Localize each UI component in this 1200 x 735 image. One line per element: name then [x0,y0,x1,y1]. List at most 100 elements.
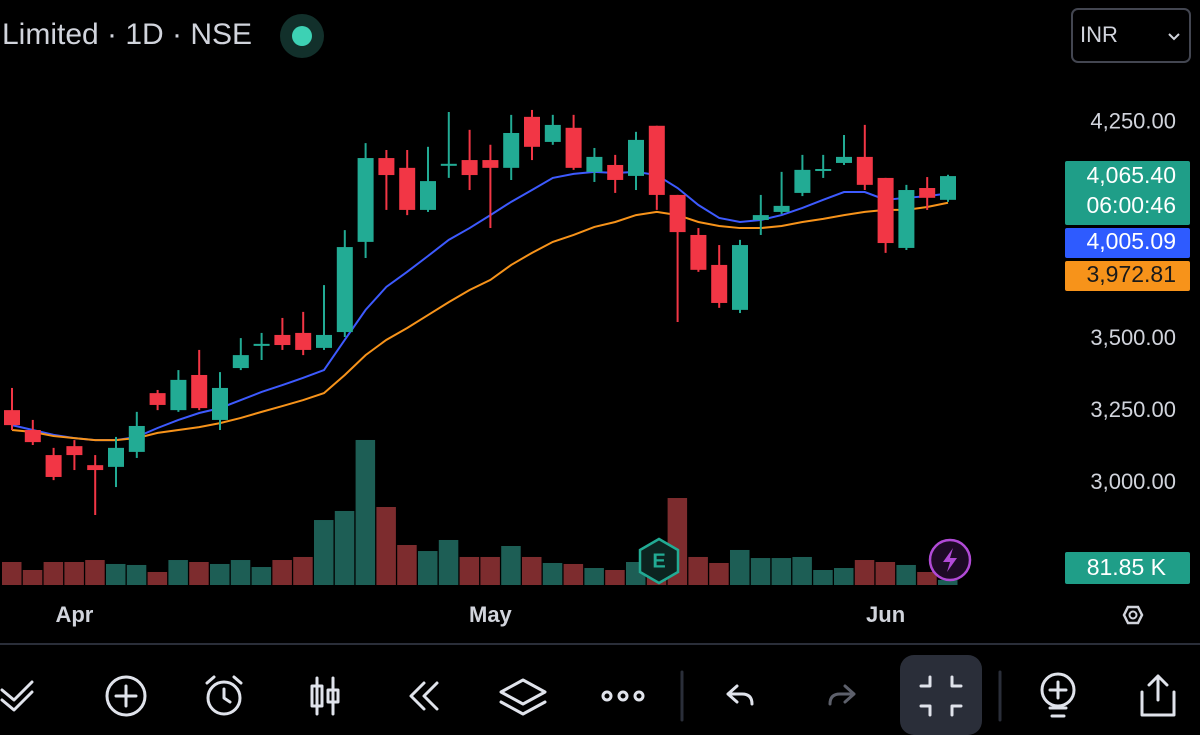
replay-icon[interactable] [409,681,439,711]
candle-body [711,264,728,303]
candle-body [378,158,395,176]
layers-icon[interactable] [499,678,547,716]
dividend-icon[interactable] [928,538,972,582]
candle-body [4,410,20,426]
indicator-icon[interactable] [1040,672,1076,708]
indicator-plus [1048,680,1068,718]
volume-bar [792,556,812,585]
volume-bar [730,549,750,585]
dropdown-caret [1168,33,1180,41]
volume-bar [480,556,500,585]
earnings-hex[interactable] [638,537,680,585]
candle-body [669,194,686,233]
x-tick-label: Apr [55,602,93,627]
volume-bar [875,561,896,585]
alarm-icon[interactable] [206,680,242,716]
volume-bar [147,571,168,585]
candle-body [607,164,624,180]
more-dot[interactable] [601,690,613,702]
settings-icon[interactable] [1122,605,1144,625]
volume-bar [334,510,355,585]
volume-bar [501,546,521,585]
volume-bar [272,560,292,585]
candle-body [149,393,166,405]
ma-fast-badge [1065,228,1190,258]
volume-bar [605,569,625,585]
candle-body [544,124,561,142]
volume-bar [438,539,459,585]
status-dot [292,26,312,46]
symbol-title: Limited · 1D · NSE [2,18,252,51]
volume-bar [418,551,438,585]
volume-bar [896,564,916,585]
candle-body [482,160,499,168]
candle-body [253,343,270,346]
volume-badge [1065,552,1190,584]
candle-body [336,247,353,333]
candle-body [440,163,457,166]
lightning-bolt [943,548,957,572]
plot: 3,000.00 3,250.00 3,500.00 4,250.00 Apr May Ju… [2,109,1176,627]
candle-body [170,379,187,411]
last-price-badge [1065,161,1190,225]
volume-bar [168,560,188,585]
currency-label[interactable]: INR [1080,22,1118,47]
ma-slow-badge [1065,261,1190,291]
candles-icon-body [310,684,324,708]
candle-body [420,181,436,210]
volume-bar [563,563,584,585]
volume-bar [355,439,376,585]
y-tick-label: 3,500.00 [1090,325,1176,350]
more-dot[interactable] [617,690,629,702]
volume-bar [709,562,729,585]
redo-icon[interactable] [828,684,856,706]
volume-bar [522,556,542,585]
y-tick-label: 4,250.00 [1090,109,1176,134]
volume-label: 81.85 K [1087,554,1167,580]
candle-body [919,188,936,198]
candles-icon-wicks[interactable] [315,676,335,716]
moving-average [11,170,949,442]
candle-body [898,190,915,248]
fullscreen-button[interactable] [900,655,982,735]
drawing-tool[interactable] [0,680,34,712]
volume-bar [813,569,833,585]
earnings-letter[interactable]: E [652,550,665,572]
candle-body [316,334,332,348]
last-price: 4,065.40 [1086,162,1176,188]
candle-body [628,139,644,176]
more-dot[interactable] [633,690,645,702]
candle-body [752,215,769,220]
volume-bar [854,560,875,585]
volume-bar [106,563,126,585]
volume-bar [22,569,43,585]
dropdown-box[interactable] [1071,8,1191,63]
volume-bar [251,567,272,585]
x-tick-label: May [469,602,513,627]
x-tick-label: Jun [866,602,905,627]
candle-body [503,132,520,168]
volume-bar [688,556,708,585]
candles-icon-body2 [326,688,340,704]
share-icon[interactable] [1140,674,1176,717]
candle-body [295,332,312,350]
candle-body [45,455,62,477]
moving-average [11,201,949,442]
settings-dot [1128,610,1138,620]
candle-body [690,234,707,270]
volume-bar [126,564,147,585]
volume-bar [314,520,334,585]
add-icon[interactable] [105,675,147,717]
volume-bar [293,556,313,585]
earnings-icon[interactable]: E [638,537,680,585]
candle-body [836,156,852,163]
volume-bar [834,568,854,585]
undo-icon[interactable] [726,684,754,706]
currency-dropdown[interactable]: INR [1071,8,1191,63]
volume-bar [917,571,937,585]
candle-body [128,425,145,452]
candle-body [66,446,83,456]
ma-slow-label: 3,972.81 [1086,261,1176,287]
